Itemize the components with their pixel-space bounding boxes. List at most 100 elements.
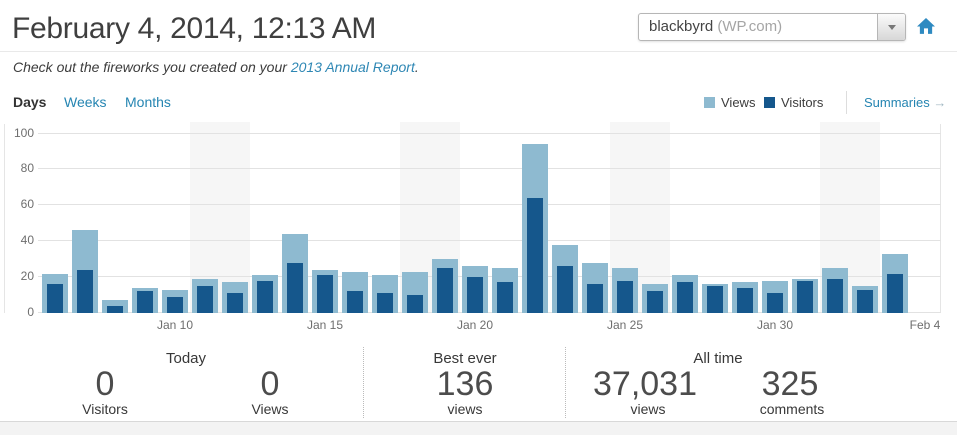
visitors-bar [77, 270, 93, 313]
site-selector-value: blackbyrd (WP.com) [649, 18, 783, 35]
x-axis-label-jan-25: Jan 25 [606, 318, 644, 332]
bar-group-jan-10[interactable] [160, 290, 190, 313]
bar-group-jan-7[interactable] [70, 230, 100, 313]
bar-group-jan-27[interactable] [670, 275, 700, 313]
today-visitors-label: Visitors [82, 401, 128, 417]
visitors-bar [857, 290, 873, 313]
visitors-bar [707, 286, 723, 313]
bar-group-jan-6[interactable] [40, 274, 70, 313]
bar-group-jan-22[interactable] [520, 144, 550, 313]
bar-group-jan-16[interactable] [340, 272, 370, 313]
tab-weeks[interactable]: Weeks [64, 94, 107, 110]
site-selector-suffix: (WP.com) [713, 18, 783, 35]
visitors-bar [377, 293, 393, 313]
bar-group-jan-8[interactable] [100, 300, 130, 313]
visitors-bar [617, 281, 633, 313]
bar-group-jan-24[interactable] [580, 263, 610, 313]
page-title: February 4, 2014, 12:13 AM [12, 12, 377, 45]
dropdown-arrow-button[interactable] [877, 14, 905, 40]
today-title: Today [165, 350, 207, 367]
visitors-bar [467, 277, 483, 313]
visitors-bar [287, 263, 303, 313]
bar-group-jan-12[interactable] [220, 282, 250, 313]
bar-group-jan-11[interactable] [190, 279, 220, 313]
visitors-bar [227, 293, 243, 313]
bar-group-jan-26[interactable] [640, 284, 670, 313]
y-axis-label-20: 20 [20, 269, 34, 283]
bar-group-jan-20[interactable] [460, 266, 490, 313]
x-axis-label-jan-15: Jan 15 [306, 318, 344, 332]
visitors-bar [407, 295, 423, 313]
visitors-bar [737, 288, 753, 313]
visitors-bar [347, 291, 363, 313]
all-time-views-label: views [630, 401, 666, 417]
visitors-bar [767, 293, 783, 313]
bar-group-jan-17[interactable] [370, 275, 400, 313]
bar-group-jan-30[interactable] [760, 281, 790, 313]
plot-right-edge [940, 124, 941, 313]
visitors-bar [317, 275, 333, 313]
chart-plot-area: 0 20 40 60 80 100 [0, 122, 957, 319]
views-swatch [704, 97, 715, 108]
bar-group-jan-9[interactable] [130, 288, 160, 313]
visitors-swatch [764, 97, 775, 108]
bar-group-jan-18[interactable] [400, 272, 430, 313]
bar-group-jan-21[interactable] [490, 268, 520, 313]
visitors-bar [137, 291, 153, 313]
all-time-title: All time [693, 350, 743, 367]
all-time-views-value: 37,031 [593, 365, 697, 403]
bar-group-jan-31[interactable] [790, 279, 820, 313]
best-ever-value: 136 [436, 365, 494, 403]
gridline-60 [38, 204, 941, 205]
best-ever-title: Best ever [433, 350, 497, 367]
bar-group-jan-25[interactable] [610, 268, 640, 313]
bar-group-jan-19[interactable] [430, 259, 460, 313]
visitors-bar [647, 291, 663, 313]
bar-group-feb-3[interactable] [880, 254, 910, 313]
y-axis-label-80: 80 [20, 161, 34, 175]
y-axis-label-0: 0 [27, 305, 34, 319]
tab-days[interactable]: Days [13, 94, 47, 110]
plot-left-edge [4, 124, 5, 313]
summaries-link[interactable]: Summaries → [864, 95, 947, 110]
visitors-bar [887, 274, 903, 313]
bar-group-jan-29[interactable] [730, 282, 760, 313]
views-legend-label: Views [721, 95, 756, 110]
visitors-bar [677, 282, 693, 313]
announcement-suffix: . [414, 59, 419, 75]
visitors-bar [527, 198, 543, 313]
all-time-comments-value: 325 [761, 365, 819, 403]
x-axis-label-jan-20: Jan 20 [456, 318, 494, 332]
weekend-shading-band [640, 122, 670, 313]
home-icon[interactable] [917, 18, 935, 35]
visitors-bar [257, 281, 273, 313]
bar-group-jan-14[interactable] [280, 234, 310, 313]
gridline-0 [38, 312, 941, 313]
bar-group-jan-23[interactable] [550, 245, 580, 313]
visitors-bar [167, 297, 183, 313]
visitors-legend-label: Visitors [781, 95, 824, 110]
visitors-bar [797, 281, 813, 313]
y-axis-label-40: 40 [20, 233, 34, 247]
site-selector-dropdown[interactable]: blackbyrd (WP.com) [638, 13, 906, 41]
visitors-bar [587, 284, 603, 313]
announcement-prefix: Check out the fireworks you created on y… [13, 59, 291, 75]
y-axis-label-100: 100 [13, 126, 34, 140]
announcement-text: Check out the fireworks you created on y… [13, 59, 419, 75]
x-axis-label-jan-10: Jan 10 [156, 318, 194, 332]
all-time-comments-label: comments [759, 401, 825, 417]
y-axis-label-60: 60 [20, 197, 34, 211]
today-visitors-value: 0 [95, 365, 115, 403]
bar-group-feb-2[interactable] [850, 286, 880, 313]
annual-report-link[interactable]: 2013 Annual Report [290, 59, 415, 75]
bar-group-jan-15[interactable] [310, 270, 340, 313]
visitors-bar [47, 284, 63, 313]
tab-months[interactable]: Months [125, 94, 171, 110]
gridline-100 [38, 133, 941, 134]
stats-divider-1 [363, 347, 364, 418]
bar-group-jan-13[interactable] [250, 275, 280, 313]
bar-group-jan-28[interactable] [700, 284, 730, 313]
bar-group-feb-1[interactable] [820, 268, 850, 313]
visitors-bar [437, 268, 453, 313]
